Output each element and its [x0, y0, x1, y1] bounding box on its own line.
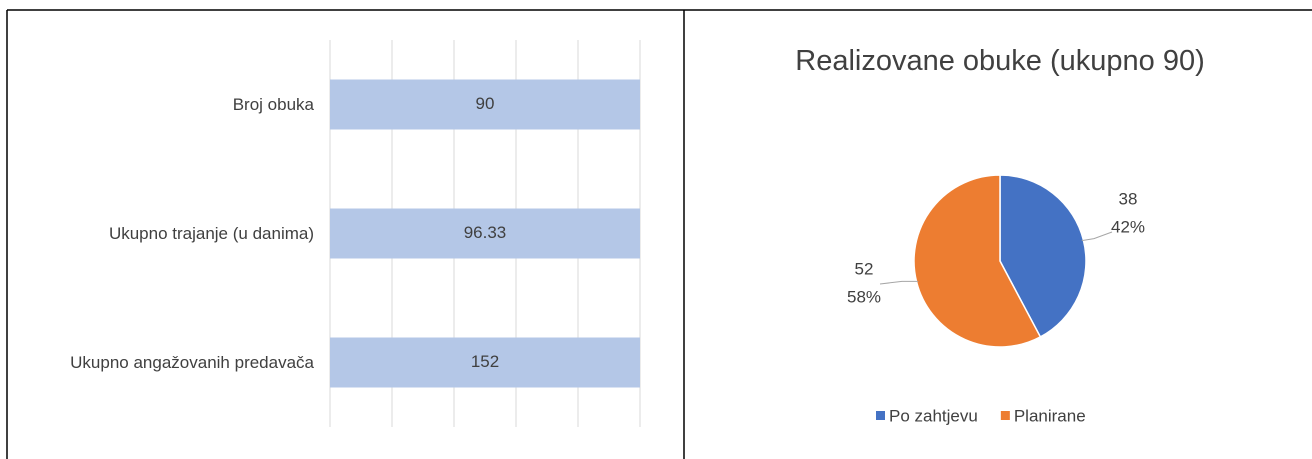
data-label: 152	[471, 352, 499, 371]
data-label: 52	[855, 259, 874, 278]
category-label: Ukupno trajanje (u danima)	[108, 224, 314, 243]
legend-swatch	[1000, 411, 1010, 420]
data-label-percent: 42%	[1111, 217, 1145, 236]
category-label: Broj obuka	[232, 95, 314, 114]
legend-label: Po zahtjevu	[889, 406, 978, 425]
bar	[330, 79, 640, 130]
legend-label: Planirane	[1014, 406, 1086, 425]
leader-line	[1081, 231, 1113, 242]
leader-line	[879, 280, 919, 285]
data-label: 90	[476, 94, 495, 113]
bar	[330, 208, 640, 259]
pie-title: Realizovane obuke (ukupno 90)	[795, 45, 1205, 77]
data-label: 38	[1119, 189, 1138, 208]
data-label-percent: 58%	[847, 287, 881, 306]
data-label: 96.33	[464, 223, 507, 242]
category-label: Ukupno angažovanih predavača	[70, 353, 314, 372]
legend-swatch	[876, 411, 885, 420]
bar	[330, 337, 640, 388]
